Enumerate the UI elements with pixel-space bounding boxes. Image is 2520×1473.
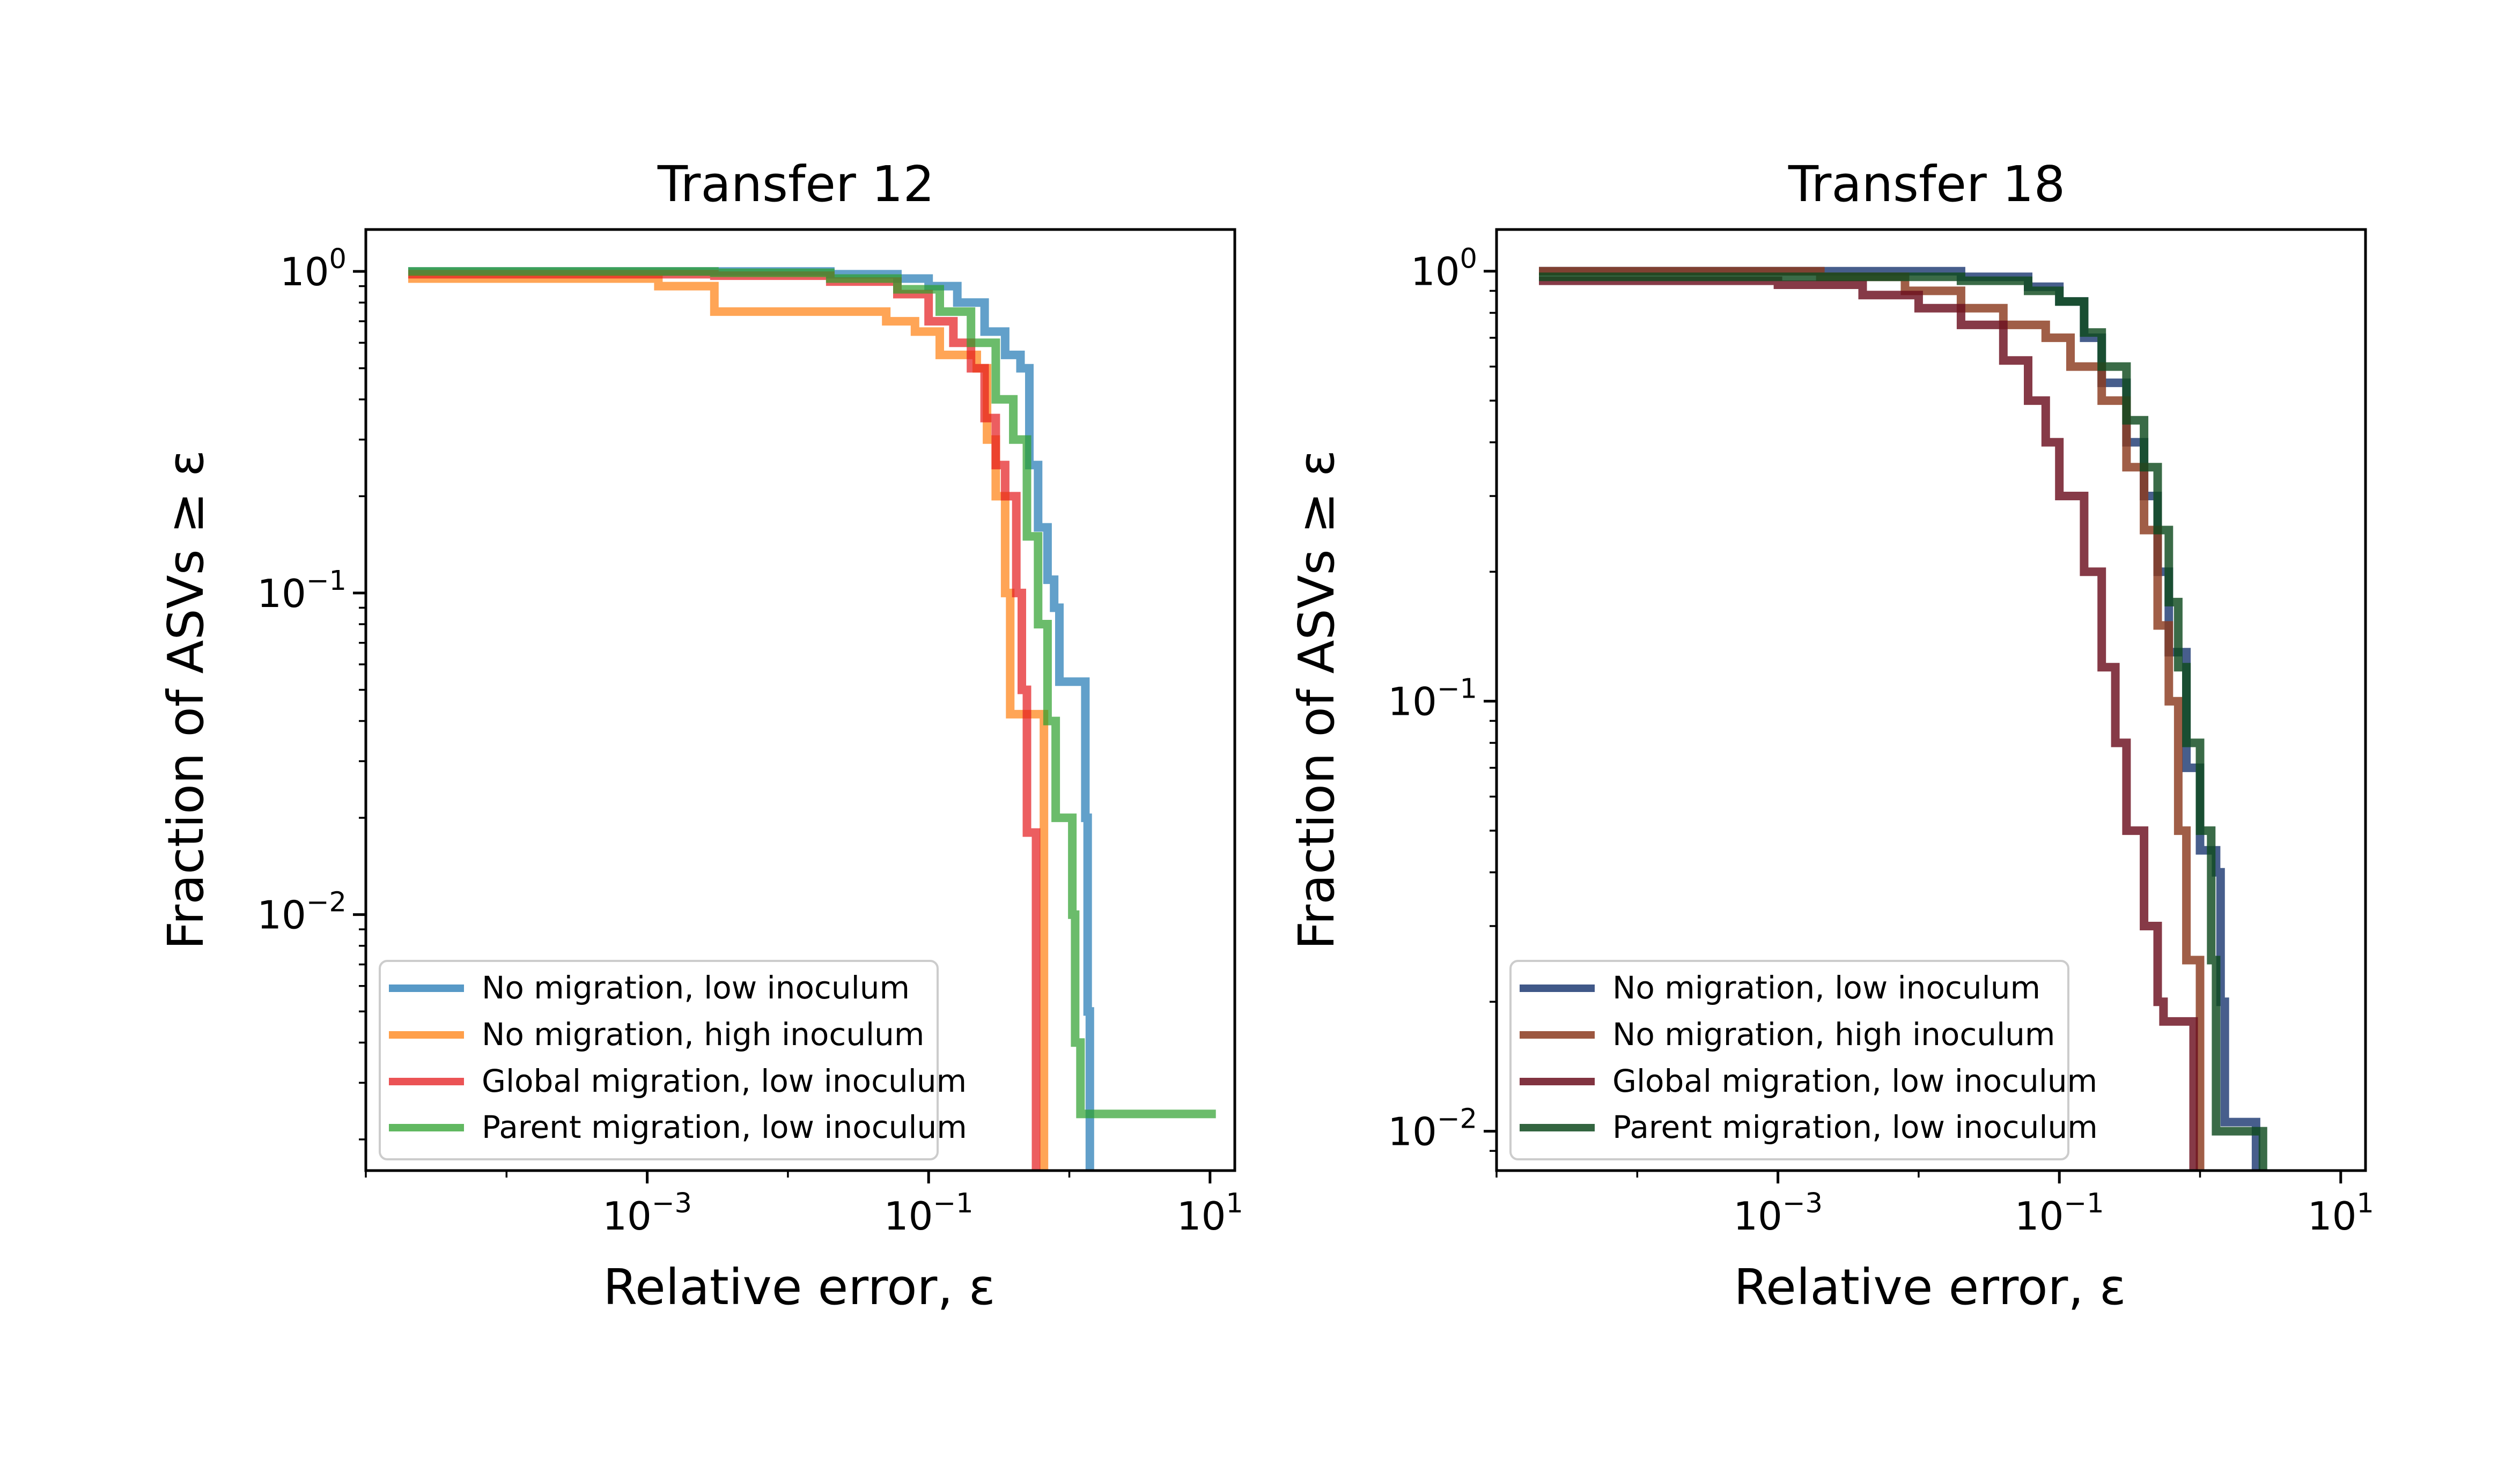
chart-title: Transfer 12 — [657, 156, 934, 213]
series-line — [1539, 272, 2267, 1171]
chart-transfer-18: Transfer 18 10−3 10−1 101 100 10−1 10−2 Relat… — [1288, 156, 2374, 1316]
x-tick-label: 10−1 — [2015, 1188, 2104, 1239]
y-tick-label: 10−1 — [1388, 673, 1477, 724]
x-axis-label: Relative error, ε — [603, 1259, 995, 1316]
chart-transfer-12: Transfer 12 10−3 10−1 101 100 10−1 10−2 Relat… — [157, 156, 1243, 1316]
x-tick-label: 10−3 — [1733, 1188, 1823, 1239]
legend-box — [379, 960, 939, 1160]
chart-title: Transfer 18 — [1788, 156, 2065, 213]
y-tick-label: 10−2 — [257, 887, 347, 938]
x-tick-label: 101 — [1177, 1188, 1243, 1239]
legend: No migration, low inoculum No migration,… — [379, 960, 967, 1160]
y-tick-label: 10−1 — [257, 565, 347, 616]
y-axis-label: Fraction of ASVs ≥ ε — [157, 450, 215, 950]
legend-label: Parent migration, low inoculum — [1612, 1109, 2098, 1145]
series-line — [1539, 276, 2198, 1171]
y-tick-label: 10−2 — [1388, 1104, 1477, 1154]
legend-label: No migration, high inoculum — [1612, 1016, 2055, 1053]
legend-label: Parent migration, low inoculum — [482, 1109, 967, 1145]
x-axis-label: Relative error, ε — [1734, 1259, 2126, 1316]
series-line — [408, 274, 1049, 1171]
y-axis-label: Fraction of ASVs ≥ ε — [1288, 450, 1345, 950]
legend-box — [1509, 960, 2069, 1160]
x-tick-label: 101 — [2308, 1188, 2374, 1239]
legend-label: No migration, high inoculum — [482, 1016, 924, 1053]
y-tick-label: 100 — [280, 243, 347, 294]
series-line — [408, 267, 1094, 1171]
plot-frame — [364, 228, 1236, 1172]
legend-label: Global migration, low inoculum — [1612, 1063, 2097, 1099]
y-tick-label: 100 — [1411, 243, 1477, 294]
x-tick-label: 10−3 — [602, 1188, 692, 1239]
x-tick-label: 10−1 — [884, 1188, 974, 1239]
series-line — [1539, 267, 2205, 1171]
legend-label: No migration, low inoculum — [1612, 969, 2040, 1006]
legend-label: Global migration, low inoculum — [482, 1063, 967, 1099]
legend-label: No migration, low inoculum — [482, 969, 910, 1006]
legend: No migration, low inoculum No migration,… — [1509, 960, 2098, 1160]
series-line — [408, 267, 1216, 1119]
